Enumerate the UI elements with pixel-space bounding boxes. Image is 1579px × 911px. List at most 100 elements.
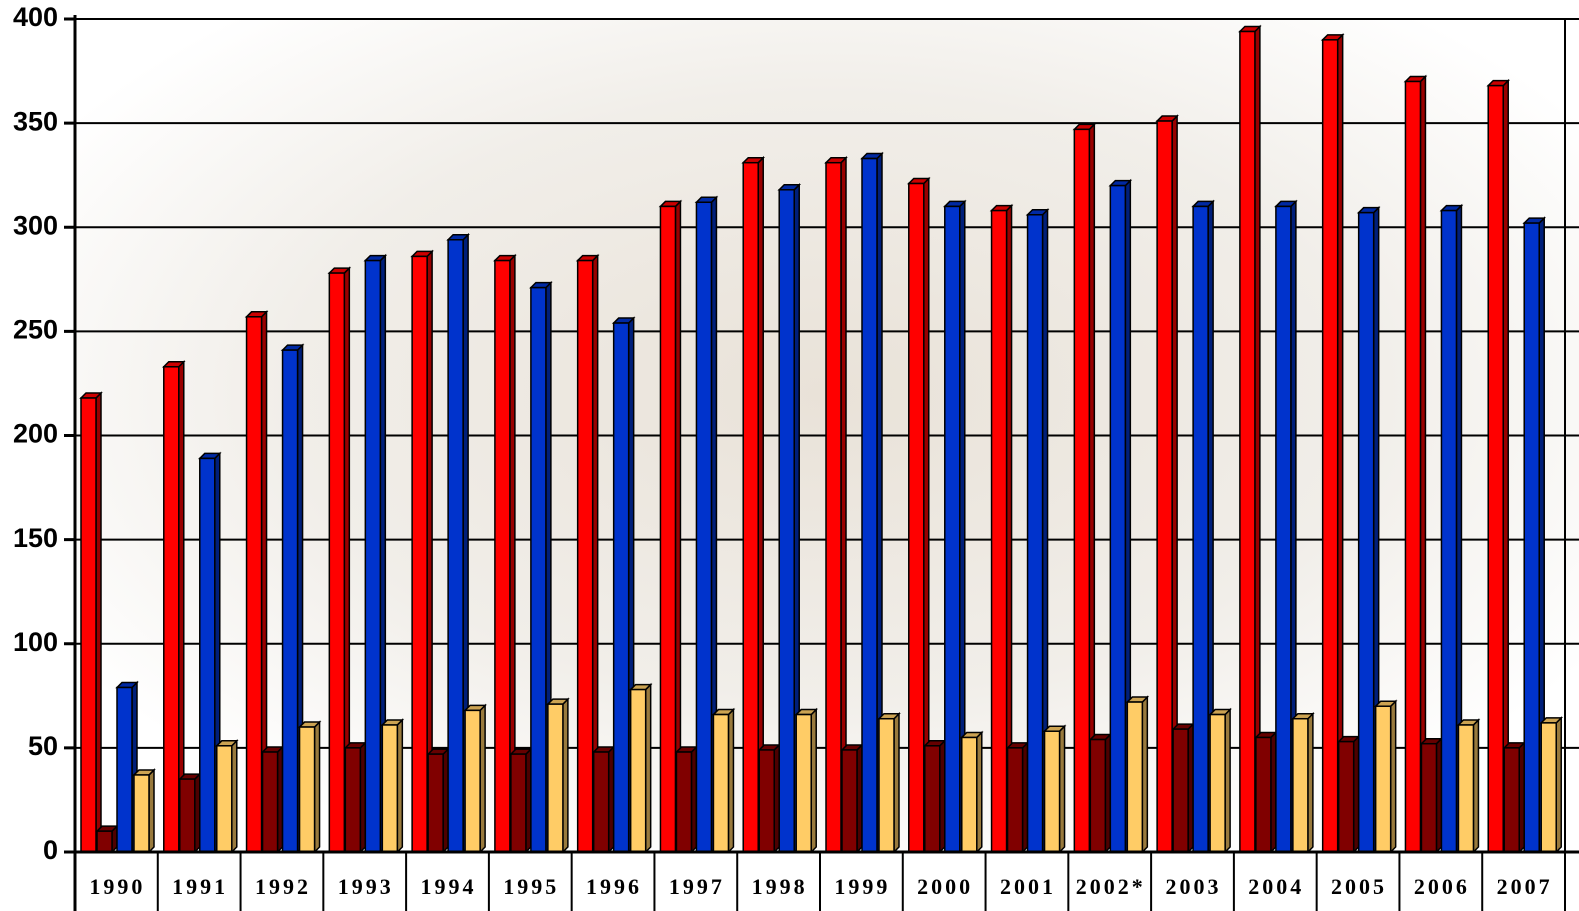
bar: [961, 736, 978, 853]
bar: [1043, 730, 1061, 853]
bar: [1503, 747, 1520, 853]
bar: [179, 778, 196, 853]
bar: [695, 201, 713, 853]
bar: [1172, 728, 1189, 853]
bar: [825, 161, 842, 853]
bar: [163, 366, 180, 853]
bar: [944, 205, 961, 853]
bar: [1457, 724, 1475, 853]
x-tick-label: 1992: [255, 874, 311, 899]
y-tick-label: 100: [13, 627, 58, 657]
bar: [80, 397, 97, 853]
bar: [1440, 209, 1458, 853]
bar: [778, 189, 795, 853]
bar: [1109, 184, 1127, 853]
x-tick-label: 2005: [1331, 874, 1387, 899]
bar: [281, 349, 299, 853]
x-tick-label: 1993: [338, 874, 394, 899]
bar: [547, 703, 564, 853]
x-tick-label: 1991: [172, 874, 228, 899]
x-tick-label: 1999: [834, 874, 890, 899]
bar: [1126, 701, 1144, 853]
bar: [1156, 120, 1173, 853]
bar: [364, 259, 382, 853]
x-tick-label: 2000: [917, 874, 973, 899]
x-tick-label: 2001: [1000, 874, 1056, 899]
bar: [298, 726, 316, 853]
x-tick-label: 1997: [669, 874, 725, 899]
bar: [1337, 740, 1355, 853]
y-tick-label: 300: [13, 210, 58, 240]
bar: [261, 751, 279, 853]
bar: [464, 709, 481, 853]
y-tick-label: 250: [13, 315, 58, 345]
y-tick-label: 200: [13, 419, 58, 449]
x-tick-label: 1990: [89, 874, 145, 899]
bar: [1026, 214, 1044, 853]
bar: [924, 745, 941, 853]
x-tick-label: 2007: [1497, 874, 1553, 899]
bar: [116, 686, 133, 853]
bar: [344, 747, 362, 853]
y-tick-label: 50: [28, 731, 58, 761]
bar: [245, 316, 263, 853]
x-tick-label: 1995: [503, 874, 559, 899]
bar: [1321, 39, 1339, 853]
bar: [1255, 736, 1272, 853]
bar: [629, 688, 647, 853]
bar: [96, 830, 113, 853]
bar: [1239, 30, 1256, 853]
bar: [1209, 713, 1226, 853]
bar: [878, 717, 895, 853]
bar: [742, 161, 759, 853]
bar: [795, 713, 812, 853]
bar: [990, 209, 1008, 853]
bar: [1420, 742, 1438, 853]
bar: [447, 238, 464, 853]
bar: [1073, 128, 1091, 853]
x-tick-label: 2006: [1414, 874, 1470, 899]
bar: [675, 751, 693, 853]
bar: [576, 259, 594, 853]
y-tick-label: 350: [13, 106, 58, 136]
bar: [659, 205, 677, 853]
y-tick-label: 400: [13, 2, 58, 32]
bar: [216, 745, 233, 853]
bar: [592, 751, 610, 853]
bar: [712, 713, 730, 853]
bar: [1275, 205, 1292, 853]
bar: [1404, 80, 1422, 853]
x-tick-label: 2004: [1248, 874, 1304, 899]
bar: [427, 753, 444, 853]
bar: [133, 774, 150, 853]
bar: [1374, 705, 1392, 853]
bar: [530, 286, 547, 853]
x-tick-label: 2002*: [1076, 874, 1146, 899]
y-tick-label: 0: [43, 835, 58, 865]
bar: [510, 753, 527, 853]
y-tick-label: 150: [13, 523, 58, 553]
bar: [1487, 84, 1504, 853]
bar: [612, 322, 630, 853]
bar: [1292, 717, 1309, 853]
bar: [1192, 205, 1209, 853]
bar: [758, 749, 775, 853]
bar: [381, 724, 399, 853]
bar: [494, 259, 511, 853]
bar: [841, 749, 858, 853]
bar: [411, 255, 428, 853]
bar: [1523, 222, 1540, 853]
bar: [908, 182, 925, 853]
x-tick-label: 1998: [752, 874, 808, 899]
bar: [1089, 738, 1107, 853]
x-tick-label: 2003: [1166, 874, 1222, 899]
bar: [199, 457, 216, 853]
x-tick-label: 1994: [421, 874, 477, 899]
bar: [328, 272, 346, 853]
bar: [1006, 747, 1024, 853]
x-tick-label: 1996: [586, 874, 642, 899]
bar: [1540, 722, 1557, 853]
bar: [861, 157, 878, 853]
bar: [1357, 211, 1375, 853]
